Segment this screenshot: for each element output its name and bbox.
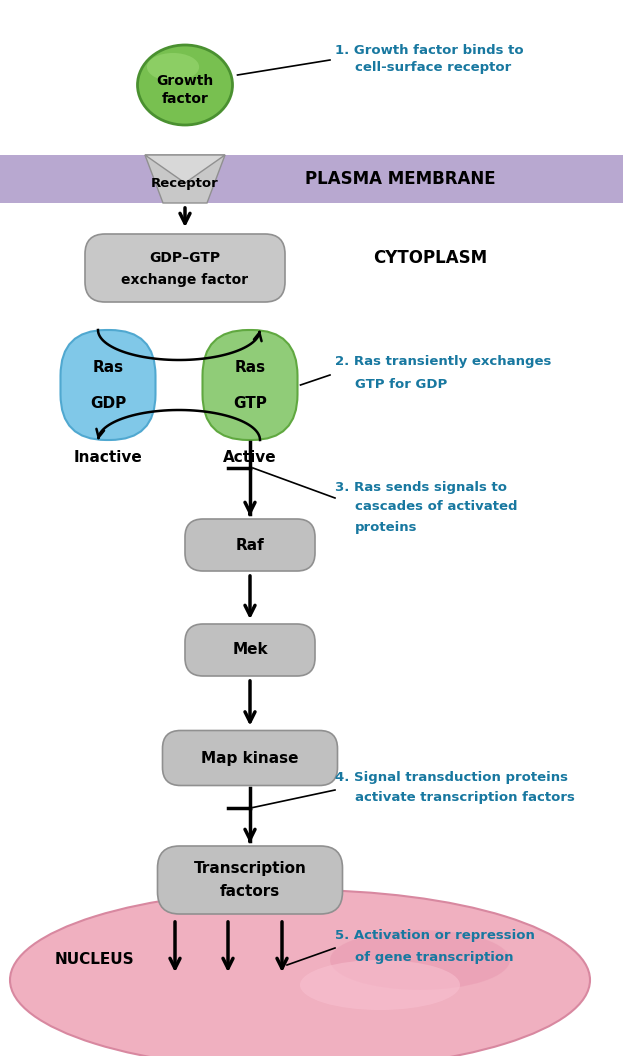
Text: GTP: GTP bbox=[233, 396, 267, 411]
Text: Transcription: Transcription bbox=[194, 862, 307, 876]
Ellipse shape bbox=[138, 45, 232, 125]
Text: Active: Active bbox=[223, 451, 277, 466]
Text: 4. Signal transduction proteins: 4. Signal transduction proteins bbox=[335, 772, 568, 785]
Text: Receptor: Receptor bbox=[151, 176, 219, 189]
Text: factors: factors bbox=[220, 884, 280, 899]
Text: 2. Ras transiently exchanges: 2. Ras transiently exchanges bbox=[335, 356, 551, 369]
Text: Raf: Raf bbox=[235, 538, 264, 552]
Text: 3. Ras sends signals to: 3. Ras sends signals to bbox=[335, 480, 507, 493]
Text: Ras: Ras bbox=[234, 359, 265, 375]
FancyBboxPatch shape bbox=[163, 731, 338, 786]
Bar bbox=[0, 155, 623, 203]
Text: of gene transcription: of gene transcription bbox=[355, 951, 513, 964]
Text: Map kinase: Map kinase bbox=[201, 751, 299, 766]
Ellipse shape bbox=[10, 890, 590, 1056]
Text: NUCLEUS: NUCLEUS bbox=[55, 953, 135, 967]
Text: GDP: GDP bbox=[90, 396, 126, 411]
FancyBboxPatch shape bbox=[202, 329, 298, 440]
Text: CYTOPLASM: CYTOPLASM bbox=[373, 249, 487, 267]
FancyBboxPatch shape bbox=[185, 518, 315, 571]
Polygon shape bbox=[145, 155, 225, 203]
FancyBboxPatch shape bbox=[158, 846, 343, 914]
FancyBboxPatch shape bbox=[85, 234, 285, 302]
Text: cell-surface receptor: cell-surface receptor bbox=[355, 61, 511, 75]
Text: GDP–GTP: GDP–GTP bbox=[150, 251, 221, 265]
Polygon shape bbox=[145, 155, 225, 183]
Text: 5. Activation or repression: 5. Activation or repression bbox=[335, 929, 535, 943]
Text: 1. Growth factor binds to: 1. Growth factor binds to bbox=[335, 43, 523, 57]
Ellipse shape bbox=[330, 930, 510, 991]
FancyBboxPatch shape bbox=[185, 624, 315, 676]
Text: factor: factor bbox=[161, 92, 209, 106]
Ellipse shape bbox=[147, 53, 199, 81]
FancyBboxPatch shape bbox=[60, 329, 156, 440]
Text: Growth: Growth bbox=[156, 74, 214, 88]
Text: activate transcription factors: activate transcription factors bbox=[355, 792, 575, 805]
Text: GTP for GDP: GTP for GDP bbox=[355, 378, 447, 392]
Text: PLASMA MEMBRANE: PLASMA MEMBRANE bbox=[305, 170, 495, 188]
Text: Inactive: Inactive bbox=[74, 451, 143, 466]
Text: proteins: proteins bbox=[355, 521, 417, 533]
Text: Mek: Mek bbox=[232, 642, 268, 658]
Text: cascades of activated: cascades of activated bbox=[355, 501, 518, 513]
Text: exchange factor: exchange factor bbox=[121, 274, 249, 287]
Text: Ras: Ras bbox=[92, 359, 123, 375]
Ellipse shape bbox=[300, 960, 460, 1010]
